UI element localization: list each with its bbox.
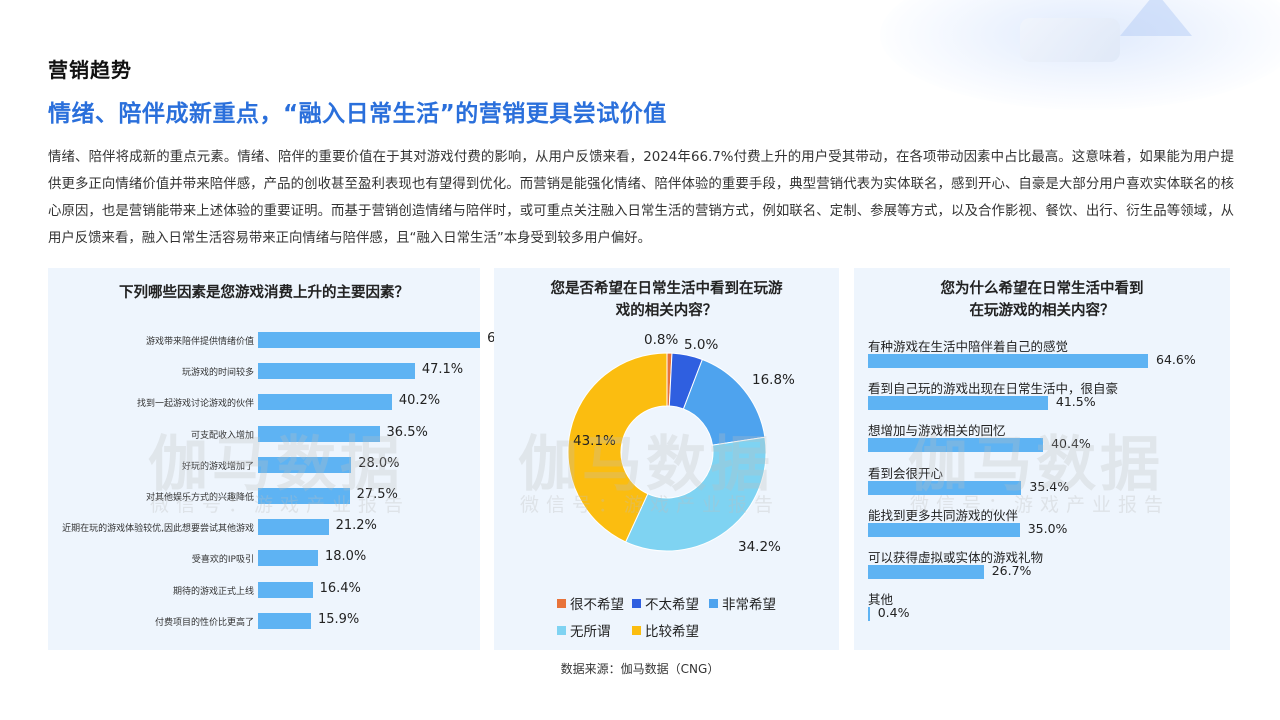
- slice-value-label: 16.8%: [752, 372, 795, 388]
- bar-category-label: 其他: [868, 592, 894, 608]
- slice-value-label: 0.8%: [644, 332, 679, 348]
- chart-title-line-1: 您为什么希望在日常生活中看到: [940, 281, 1144, 297]
- bar: [258, 581, 313, 598]
- legend-item: 不太希望: [632, 593, 699, 613]
- bar-value-label: 41.5%: [1055, 394, 1096, 410]
- bar: [258, 612, 311, 629]
- bar: [868, 522, 1020, 537]
- chart-title-line-2: 在玩游戏的相关内容？: [969, 303, 1115, 319]
- bar-category-label: 期待的游戏正式上线: [172, 586, 254, 597]
- legend-swatch: [632, 625, 641, 635]
- donut-slice: [624, 436, 767, 552]
- chart-panel-consumption-factors: 下列哪些因素是您游戏消费上升的主要因素？ 游戏带来陪伴提供情绪价值66.7% 玩游…: [48, 268, 528, 650]
- legend-label: 很不希望: [570, 597, 624, 613]
- bar-row: 对其他娱乐方式的兴趣降低 27.5%: [48, 486, 480, 506]
- legend-swatch: [632, 598, 641, 608]
- donut-chart-daily-life-wish: 0.8% 5.0% 16.8% 34.2% 43.1% 很不希望 不太希望 非常希望无所谓 比较…: [494, 268, 839, 650]
- bar-category-label: 对其他娱乐方式的兴趣降低: [145, 493, 254, 503]
- bar-value-label: 0.4%: [877, 605, 910, 621]
- bar-value-label: 47.1%: [421, 362, 464, 378]
- bar: [868, 565, 984, 579]
- data-source: 数据来源：伽马数据（CNG）: [560, 662, 720, 676]
- bar-category-label: 游戏带来陪伴提供情绪价值: [145, 337, 254, 347]
- bar: [868, 396, 1048, 411]
- bar-category-label: 看到自己玩的游戏出现在日常生活中，很自豪: [868, 381, 1119, 397]
- bar: [258, 394, 392, 411]
- chart-panel-wish-reasons: 您为什么希望在日常生活中看到 在玩游戏的相关内容？ 有种游戏在生活中陪伴着自己的…: [854, 268, 1230, 650]
- bar-value-label: 64.6%: [1156, 352, 1196, 367]
- bar-category-label: 可支配收入增加: [190, 430, 254, 441]
- bar-category-label: 好玩的游戏增加了: [181, 461, 254, 472]
- slice-value-label: 34.2%: [738, 539, 781, 555]
- donut-slice: [567, 352, 668, 543]
- bar-category-label: 玩游戏的时间较多: [181, 368, 254, 379]
- bar-row: 找到一起游戏讨论游戏的伙伴 40.2%: [48, 392, 480, 412]
- bar: [258, 488, 350, 504]
- legend-item: 很不希望: [557, 593, 624, 613]
- legend-item: 无所谓: [557, 620, 611, 640]
- bar-row: 可支配收入增加 36.5%: [48, 424, 480, 444]
- bar-row: 付费项目的性价比更高了 15.9%: [48, 611, 480, 631]
- bar-value-label: 35.0%: [1027, 520, 1068, 536]
- legend-swatch: [557, 625, 566, 635]
- bar-category-label: 可以获得虚拟或实体的游戏礼物: [868, 550, 1044, 565]
- bar-value-label: 36.5%: [386, 424, 428, 440]
- bar-category-label: 能找到更多共同游戏的伙伴: [868, 507, 1019, 523]
- bar: [868, 438, 1044, 453]
- bar-category-label: 找到一起游戏讨论游戏的伙伴: [136, 399, 254, 410]
- donut-svg: [567, 352, 767, 552]
- bar: [258, 550, 318, 567]
- bar-value-label: 28.0%: [358, 455, 400, 471]
- legend-item: 比较希望: [632, 620, 699, 640]
- bar-value-label: 15.9%: [317, 611, 360, 627]
- header-decoration: [720, 0, 1280, 110]
- bar: [258, 519, 329, 536]
- chart-panel-daily-life-wish: 您是否希望在日常生活中看到在玩游 戏的相关内容？ 0.8% 5.0% 16.8% 34…: [494, 268, 839, 650]
- bar-row: 游戏带来陪伴提供情绪价值66.7%: [48, 330, 528, 350]
- bar-category-label: 看到会很开心: [868, 465, 944, 481]
- bar: [868, 480, 1022, 495]
- legend-label: 非常希望: [722, 597, 776, 613]
- chart-title-line-2: 戏的相关内容？: [615, 303, 718, 319]
- bar: [258, 456, 352, 473]
- bar-category-label: 想增加与游戏相关的回忆: [868, 423, 1006, 439]
- bar: [868, 354, 1148, 368]
- bar-value-label: 40.4%: [1051, 436, 1091, 452]
- summary-paragraph: 情绪、陪伴将成新的重点元素。情绪、陪伴的重要价值在于其对游戏付费的影响，从用户反…: [48, 150, 1234, 246]
- bar: [258, 363, 415, 380]
- bar-value-label: 16.4%: [319, 580, 361, 596]
- section-label: 营销趋势: [48, 58, 132, 82]
- chart-title-line-1: 您是否希望在日常生活中看到在玩游: [550, 281, 783, 297]
- bar-row: 近期在玩的游戏体验较优,因此想要尝试其他游戏 21.2%: [48, 517, 480, 537]
- bar-row: 玩游戏的时间较多 47.1%: [48, 361, 480, 381]
- bar: [258, 425, 380, 442]
- legend-swatch: [557, 598, 566, 608]
- bar-row: 好玩的游戏增加了 28.0%: [48, 455, 480, 475]
- bar-value-label: 40.2%: [398, 393, 441, 409]
- bar-value-label: 27.5%: [356, 487, 398, 502]
- bar-category-label: 付费项目的性价比更高了: [154, 617, 254, 628]
- slice-value-label: 5.0%: [684, 337, 719, 353]
- bar-category-label: 有种游戏在生活中陪伴着自己的感觉: [868, 339, 1069, 354]
- legend-swatch: [709, 598, 718, 608]
- bar-value-label: 26.7%: [991, 563, 1032, 578]
- bar-value-label: 35.4%: [1029, 478, 1070, 494]
- bar-value-label: 18.0%: [324, 549, 367, 565]
- slice-value-label: 43.1%: [573, 433, 616, 449]
- legend-label: 不太希望: [645, 597, 699, 613]
- bar: [868, 607, 870, 622]
- bar-row: 受喜欢的IP吸引 18.0%: [48, 548, 480, 568]
- page-headline: 情绪、陪伴成新重点，“融入日常生活”的营销更具尝试价值: [48, 101, 667, 127]
- legend-item: 非常希望: [709, 593, 776, 613]
- bar-value-label: 21.2%: [335, 518, 377, 534]
- legend-label: 比较希望: [645, 624, 699, 640]
- bar: [258, 332, 481, 348]
- bar-category-label: 近期在玩的游戏体验较优,因此想要尝试其他游戏: [62, 524, 254, 535]
- legend-label: 无所谓: [570, 624, 611, 640]
- chart-title: 下列哪些因素是您游戏消费上升的主要因素？: [119, 285, 409, 301]
- bar-category-label: 受喜欢的IP吸引: [191, 555, 254, 566]
- bar-row: 期待的游戏正式上线 16.4%: [48, 580, 480, 600]
